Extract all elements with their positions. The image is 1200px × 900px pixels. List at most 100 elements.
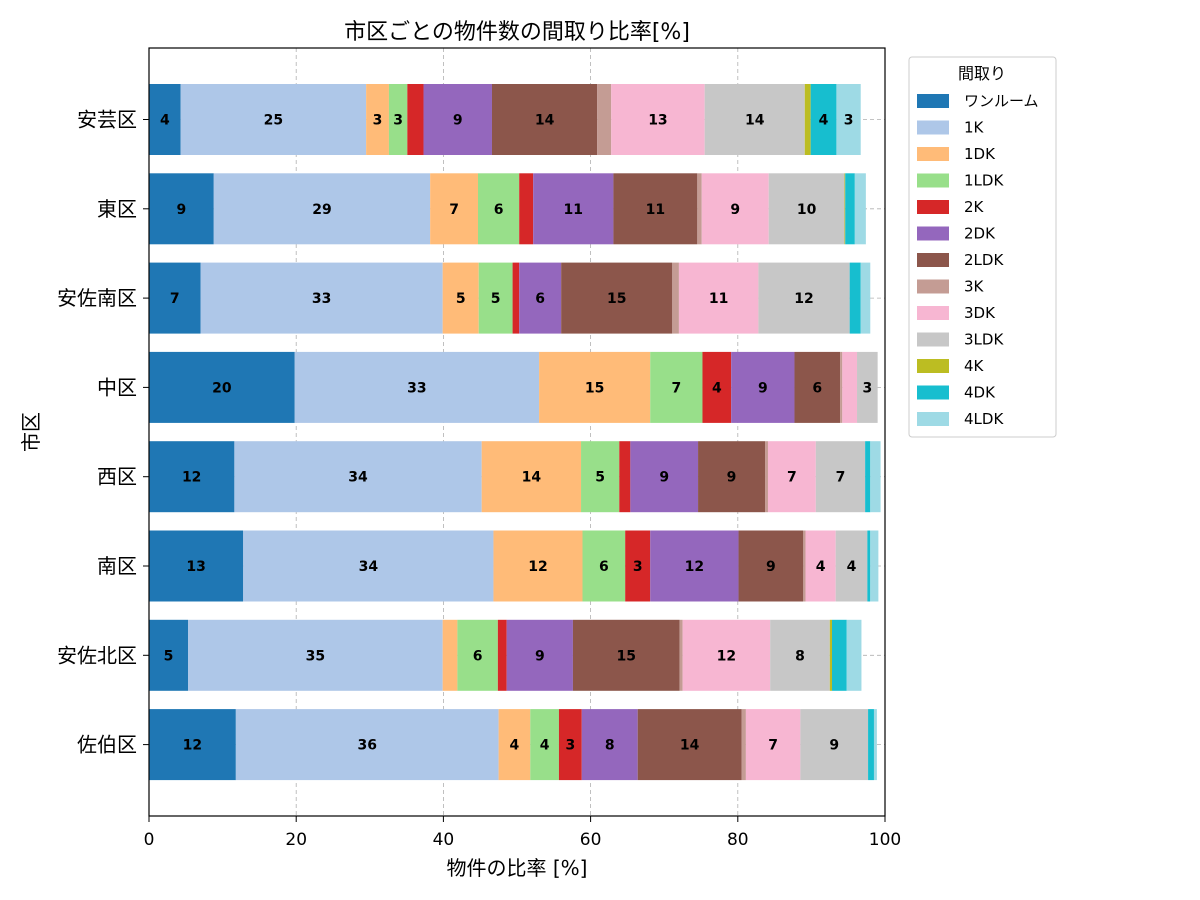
legend-label: 4K — [964, 357, 985, 375]
bar-segment: 西区 3K: 0.4 — [765, 441, 768, 513]
bar-segment: 安佐北区 1DK: 2 — [442, 619, 458, 691]
bar-segment: 安佐南区 2K: 0.9 — [512, 262, 520, 334]
bar-segment: 西区 4LDK: 1.4 — [870, 441, 881, 513]
bar-segment: 西区 ワンルーム: 11.6 — [149, 441, 235, 513]
bar-segment: 安佐北区 4DK: 2 — [832, 619, 847, 691]
y-axis-title: 市区 — [19, 412, 43, 452]
bar-segment: 安佐北区 3DK: 11.9 — [682, 619, 771, 691]
bar-data-label: 8 — [795, 648, 805, 664]
legend-label: 2LDK — [964, 251, 1004, 269]
bar-segment: 安佐南区 ワンルーム: 7 — [149, 262, 201, 334]
bar-segment: 東区 2LDK: 11.4 — [613, 173, 698, 245]
bar-segment: 佐伯区 3LDK: 9.2 — [800, 709, 869, 781]
bar-data-label: 12 — [183, 738, 202, 754]
bar-data-label: 29 — [312, 202, 331, 218]
legend-swatch — [917, 253, 949, 267]
bar-data-label: 7 — [787, 470, 797, 486]
legend-label: 3K — [964, 278, 985, 296]
legend-label: 3LDK — [964, 331, 1004, 349]
bar-data-label: 9 — [829, 738, 839, 754]
y-category-label: 西区 — [97, 465, 137, 489]
legend: 間取り ワンルーム 1K 1DK 1LDK 2K 2DK 2LDK 3K 3DK 3LDK 4K 4D… — [908, 56, 1057, 438]
bar-data-label: 34 — [359, 559, 379, 575]
x-tick-label: 0 — [144, 830, 155, 850]
legend-items: ワンルーム 1K 1DK 1LDK 2K 2DK 2LDK 3K 3DK 3LDK 4K 4DK 4LD… — [917, 92, 1039, 428]
bar-segment: 佐伯区 1K: 35.7 — [235, 709, 499, 781]
bar-data-label: 4 — [510, 738, 520, 754]
bar-segment: 西区 1K: 33.6 — [234, 441, 482, 513]
bar-data-label: 3 — [633, 559, 643, 575]
bar-segment: 中区 1LDK: 7.1 — [650, 351, 703, 423]
bar-data-label: 13 — [186, 559, 205, 575]
legend-swatch — [917, 173, 949, 188]
legend-swatch — [917, 385, 949, 400]
bar-data-label: 9 — [453, 113, 463, 129]
bar-segment: 安芸区 1LDK: 2.5 — [388, 84, 408, 155]
legend-label: 4DK — [964, 384, 996, 402]
bar-data-label: 14 — [745, 113, 765, 129]
bar-data-label: 35 — [306, 648, 325, 664]
y-category-label: 東区 — [97, 197, 137, 221]
x-axis: 0 20 40 60 80 100 — [144, 816, 901, 850]
bar-data-label: 12 — [717, 648, 736, 664]
bar-segment: 安芸区 3K: 1.9 — [597, 84, 612, 155]
legend-label: 4LDK — [964, 410, 1004, 428]
bar-segment: 南区 2DK: 12 — [650, 530, 739, 602]
bar-segment: 東区 2K: 1.9 — [519, 173, 534, 245]
bar-segment: 東区 2DK: 10.9 — [533, 173, 614, 245]
bar-segment: 中区 2DK: 8.6 — [731, 351, 795, 423]
bar-segment: 東区 3LDK: 10.3 — [768, 173, 845, 245]
bar-segment: 東区 3DK: 9.1 — [701, 173, 769, 245]
bar-segment: 安芸区 3LDK: 13.6 — [704, 84, 805, 155]
bar-data-label: 33 — [312, 291, 331, 307]
bar-segment: 安芸区 4DK: 3.5 — [810, 84, 837, 155]
bar-data-label: 5 — [491, 291, 501, 307]
bar-segment: 安芸区 4K: 0.8 — [804, 84, 811, 155]
bar-data-label: 3 — [862, 380, 872, 396]
bar-data-label: 5 — [456, 291, 466, 307]
bar-segment: 中区 3DK: 2 — [842, 351, 858, 423]
bar-data-label: 12 — [794, 291, 813, 307]
bar-data-label: 4 — [160, 113, 170, 129]
bar-segment: 安佐南区 1K: 32.9 — [200, 262, 443, 334]
bar-data-label: 4 — [540, 738, 550, 754]
x-tick-label: 40 — [433, 830, 455, 850]
bar-segment: 安芸区 ワンルーム: 4.3 — [149, 84, 181, 155]
bar-segment: 安佐北区 2DK: 9 — [506, 619, 573, 691]
bar-segment: 安佐南区 3DK: 10.8 — [678, 262, 759, 334]
bar-data-label: 4 — [816, 559, 826, 575]
bar-segment: 中区 2K: 3.9 — [702, 351, 732, 423]
bar-data-label: 3 — [565, 738, 575, 754]
bar-data-label: 6 — [812, 380, 822, 396]
legend-label: 3DK — [964, 304, 996, 322]
legend-swatch — [917, 306, 949, 320]
legend-box — [908, 56, 1057, 438]
legend-title: 間取り — [958, 64, 1006, 83]
bar-segment: 西区 1LDK: 5.2 — [581, 441, 620, 513]
bar-segment: 佐伯区 1LDK: 3.9 — [530, 709, 559, 781]
bar-data-label: 15 — [607, 291, 626, 307]
bar-data-label: 5 — [164, 648, 174, 664]
bar-data-label: 9 — [659, 470, 669, 486]
x-tick-label: 80 — [727, 830, 749, 850]
bar-data-label: 36 — [357, 738, 376, 754]
x-axis-title: 物件の比率 [%] — [447, 856, 588, 880]
bar-segment: 安佐南区 1LDK: 4.6 — [478, 262, 513, 334]
bar-segment: 東区 ワンルーム: 8.8 — [149, 173, 214, 245]
bar-data-label: 14 — [522, 470, 542, 486]
bar-data-label: 10 — [797, 202, 817, 218]
bar-data-label: 9 — [727, 470, 737, 486]
bar-segment: 佐伯区 2DK: 7.6 — [581, 709, 638, 781]
bar-data-label: 33 — [407, 380, 426, 396]
chart-title: 市区ごとの物件数の間取り比率[%] — [344, 20, 690, 45]
bar-segment: 西区 2K: 1.5 — [619, 441, 631, 513]
bar-segment: 中区 3LDK: 2.8 — [857, 351, 878, 423]
legend-label: 1LDK — [964, 172, 1004, 190]
bar-segment: 安芸区 2LDK: 14.3 — [491, 84, 598, 155]
y-category-label: 安佐北区 — [57, 643, 137, 667]
legend-label: 1DK — [964, 145, 996, 163]
bar-segment: 南区 1DK: 12.1 — [493, 530, 583, 602]
bar-segment: 安佐北区 1K: 34.6 — [188, 619, 443, 691]
bars: 安芸区 ワンルーム: 4.3安芸区 1K: 25.2安芸区 1DK: 3.1安芸… — [149, 84, 881, 781]
